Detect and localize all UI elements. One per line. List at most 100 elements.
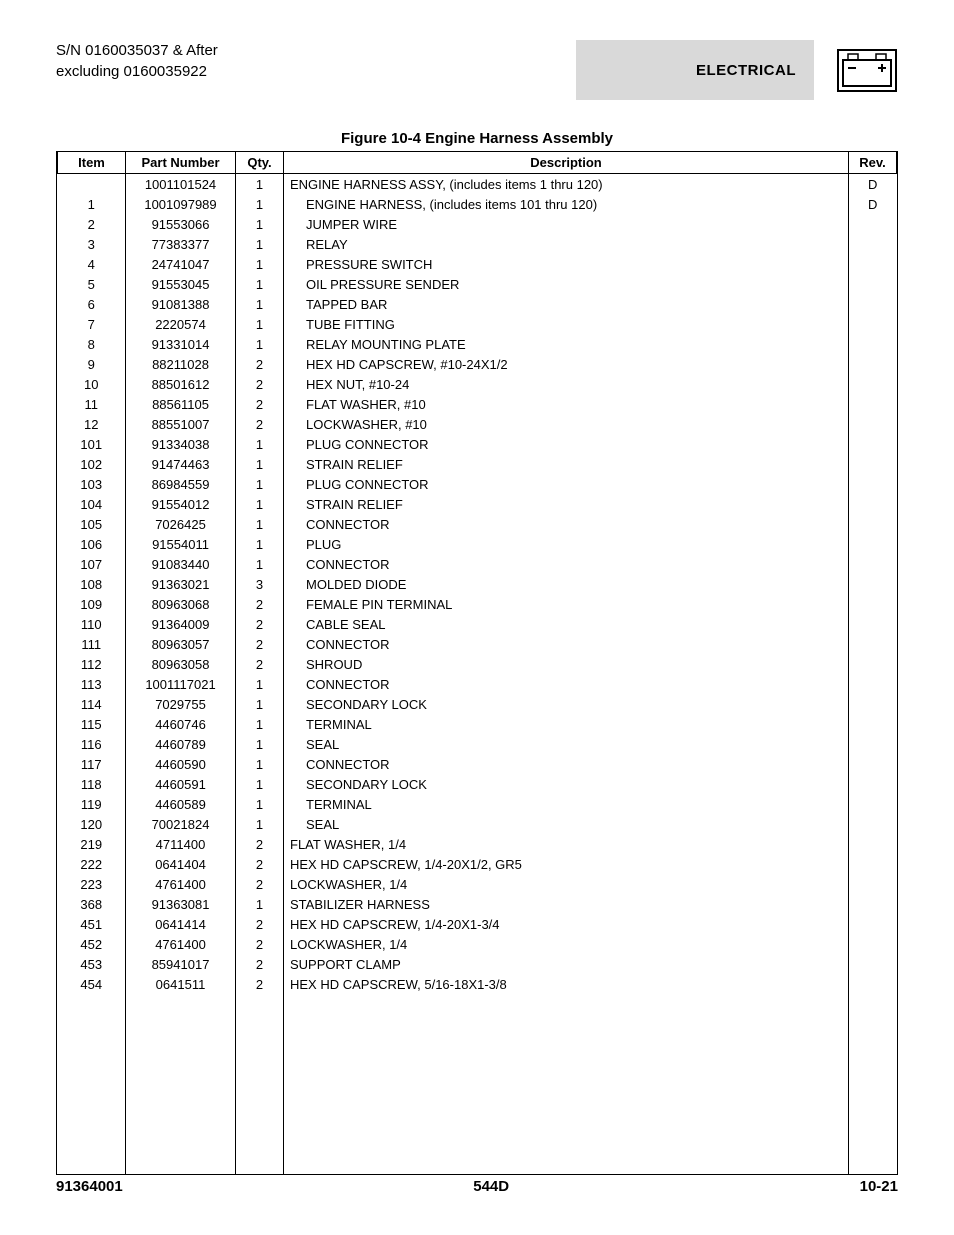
- cell-item: 103: [58, 474, 126, 494]
- cell-part: 0641404: [126, 854, 236, 874]
- cell-rev: [849, 214, 897, 234]
- cell-rev: [849, 774, 897, 794]
- cell-rev: [849, 934, 897, 954]
- cell-qty: 1: [236, 754, 284, 774]
- cell-desc: RELAY: [284, 234, 849, 254]
- cell-qty: 1: [236, 774, 284, 794]
- table-row: 102914744631STRAIN RELIEF: [58, 454, 897, 474]
- cell-part: 4460590: [126, 754, 236, 774]
- cell-desc: HEX HD CAPSCREW, 1/4-20X1/2, GR5: [284, 854, 849, 874]
- cell-rev: [849, 394, 897, 414]
- cell-desc: OIL PRESSURE SENDER: [284, 274, 849, 294]
- table-row: 21947114002FLAT WASHER, 1/4: [58, 834, 897, 854]
- table-row: 6910813881TAPPED BAR: [58, 294, 897, 314]
- cell-desc: CONNECTOR: [284, 514, 849, 534]
- cell-desc: SUPPORT CLAMP: [284, 954, 849, 974]
- cell-rev: [849, 314, 897, 334]
- cell-desc: CONNECTOR: [284, 754, 849, 774]
- cell-rev: [849, 914, 897, 934]
- table-row: 110913640092CABLE SEAL: [58, 614, 897, 634]
- cell-item: 12: [58, 414, 126, 434]
- cell-qty: 2: [236, 394, 284, 414]
- cell-qty: 2: [236, 854, 284, 874]
- table-row: 45247614002LOCKWASHER, 1/4: [58, 934, 897, 954]
- cell-rev: [849, 274, 897, 294]
- cell-item: 5: [58, 274, 126, 294]
- cell-desc: STRAIN RELIEF: [284, 494, 849, 514]
- figure-title: Figure 10-4 Engine Harness Assembly: [56, 130, 898, 147]
- cell-qty: 3: [236, 574, 284, 594]
- cell-part: 88501612: [126, 374, 236, 394]
- filler-row: [58, 994, 897, 1174]
- cell-desc: SHROUD: [284, 654, 849, 674]
- cell-item: 116: [58, 734, 126, 754]
- cell-part: 86984559: [126, 474, 236, 494]
- cell-part: 91364009: [126, 614, 236, 634]
- cell-part: 85941017: [126, 954, 236, 974]
- cell-rev: [849, 814, 897, 834]
- col-header-part: Part Number: [126, 152, 236, 174]
- col-header-desc: Description: [284, 152, 849, 174]
- page-footer: 91364001 544D 10-21: [56, 1178, 898, 1195]
- cell-qty: 1: [236, 494, 284, 514]
- cell-item: 1: [58, 194, 126, 214]
- cell-item: 110: [58, 614, 126, 634]
- cell-item: 2: [58, 214, 126, 234]
- cell-part: 91553066: [126, 214, 236, 234]
- cell-part: 4761400: [126, 874, 236, 894]
- cell-rev: D: [849, 194, 897, 214]
- cell-qty: 2: [236, 414, 284, 434]
- table-row: 109809630682FEMALE PIN TERMINAL: [58, 594, 897, 614]
- table-row: 103869845591PLUG CONNECTOR: [58, 474, 897, 494]
- cell-qty: 1: [236, 274, 284, 294]
- cell-desc: CONNECTOR: [284, 554, 849, 574]
- cell-desc: SECONDARY LOCK: [284, 694, 849, 714]
- cell-part: 4460591: [126, 774, 236, 794]
- cell-qty: 2: [236, 374, 284, 394]
- cell-rev: [849, 554, 897, 574]
- cell-part: 91554011: [126, 534, 236, 554]
- cell-qty: 1: [236, 254, 284, 274]
- cell-desc: LOCKWASHER, #10: [284, 414, 849, 434]
- cell-rev: [849, 974, 897, 994]
- cell-qty: 1: [236, 194, 284, 214]
- table-wrap: Item Part Number Qty. Description Rev. 1…: [56, 151, 898, 1175]
- cell-desc: HEX HD CAPSCREW, 1/4-20X1-3/4: [284, 914, 849, 934]
- cell-part: 88551007: [126, 414, 236, 434]
- table-row: 104915540121STRAIN RELIEF: [58, 494, 897, 514]
- cell-rev: [849, 414, 897, 434]
- table-row: 11644607891SEAL: [58, 734, 897, 754]
- cell-desc: CONNECTOR: [284, 674, 849, 694]
- section-label: ELECTRICAL: [696, 62, 796, 79]
- cell-item: 11: [58, 394, 126, 414]
- cell-part: 4460589: [126, 794, 236, 814]
- cell-qty: 1: [236, 894, 284, 914]
- cell-rev: [849, 674, 897, 694]
- cell-qty: 1: [236, 514, 284, 534]
- table-row: 45406415112HEX HD CAPSCREW, 5/16-18X1-3/…: [58, 974, 897, 994]
- cell-part: 91474463: [126, 454, 236, 474]
- cell-qty: 1: [236, 214, 284, 234]
- cell-part: 77383377: [126, 234, 236, 254]
- cell-rev: [849, 614, 897, 634]
- cell-item: 452: [58, 934, 126, 954]
- cell-rev: [849, 334, 897, 354]
- cell-desc: LOCKWASHER, 1/4: [284, 934, 849, 954]
- table-row: 45106414142HEX HD CAPSCREW, 1/4-20X1-3/4: [58, 914, 897, 934]
- cell-qty: 1: [236, 434, 284, 454]
- cell-qty: 1: [236, 674, 284, 694]
- cell-rev: [849, 254, 897, 274]
- cell-desc: SEAL: [284, 814, 849, 834]
- table-row: 10885016122HEX NUT, #10-24: [58, 374, 897, 394]
- cell-desc: FLAT WASHER, #10: [284, 394, 849, 414]
- cell-part: 80963058: [126, 654, 236, 674]
- table-row: 11470297551SECONDARY LOCK: [58, 694, 897, 714]
- cell-qty: 1: [236, 454, 284, 474]
- cell-item: 120: [58, 814, 126, 834]
- table-row: 22347614002LOCKWASHER, 1/4: [58, 874, 897, 894]
- cell-item: 104: [58, 494, 126, 514]
- cell-item: 453: [58, 954, 126, 974]
- cell-desc: PLUG CONNECTOR: [284, 474, 849, 494]
- cell-item: 105: [58, 514, 126, 534]
- cell-qty: 2: [236, 874, 284, 894]
